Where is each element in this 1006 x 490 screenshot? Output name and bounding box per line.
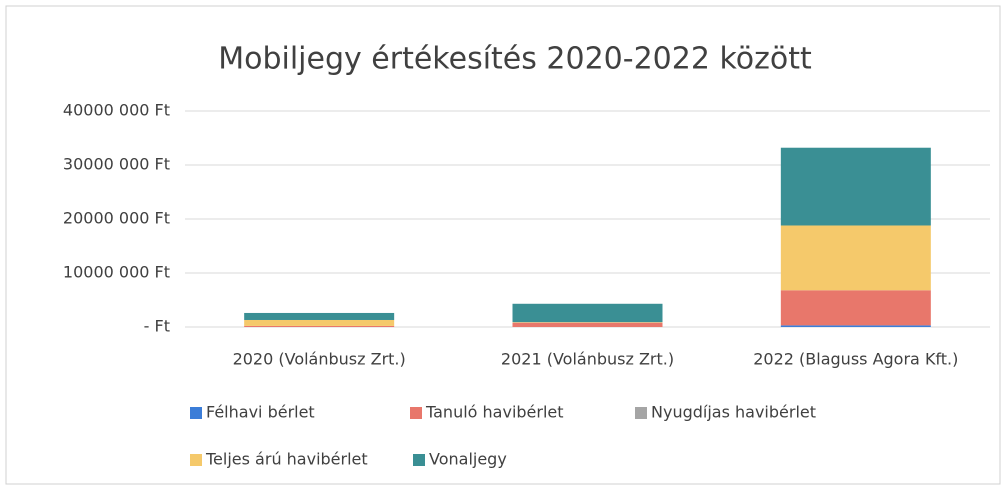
- legend-swatch: [635, 407, 647, 419]
- x-tick-label: 2020 (Volánbusz Zrt.): [233, 350, 406, 369]
- legend-swatch: [410, 407, 422, 419]
- y-tick-label: - Ft: [144, 317, 170, 336]
- legend-swatch: [190, 407, 202, 419]
- legend-swatch: [413, 454, 425, 466]
- y-tick-label: 20000 000 Ft: [63, 209, 170, 228]
- x-tick-label: 2022 (Blaguss Agora Kft.): [753, 350, 958, 369]
- y-tick-label: 30000 000 Ft: [63, 155, 170, 174]
- y-tick-label: 10000 000 Ft: [63, 263, 170, 282]
- bar-segment: [244, 312, 395, 320]
- y-tick-label: 40000 000 Ft: [63, 101, 170, 120]
- bar-segment: [780, 147, 931, 226]
- bar-segment: [512, 322, 663, 327]
- bar-segment: [244, 319, 395, 326]
- bar-segment: [780, 325, 931, 327]
- legend-swatch: [190, 454, 202, 466]
- legend-label: Teljes árú havibérlet: [205, 450, 368, 469]
- x-tick-label: 2021 (Volánbusz Zrt.): [501, 350, 674, 369]
- bar-segment: [780, 225, 931, 291]
- bar-segment: [244, 325, 395, 327]
- bar-segment: [512, 322, 663, 323]
- legend-label: Félhavi bérlet: [206, 403, 315, 422]
- bar-segment: [512, 303, 663, 323]
- chart-title: Mobiljegy értékesítés 2020-2022 között: [218, 42, 812, 77]
- bar-segment: [780, 290, 931, 326]
- legend-label: Tanuló havibérlet: [425, 403, 564, 422]
- legend-label: Nyugdíjas havibérlet: [651, 403, 816, 422]
- chart-border: [5, 5, 1001, 485]
- legend-label: Vonaljegy: [429, 450, 507, 469]
